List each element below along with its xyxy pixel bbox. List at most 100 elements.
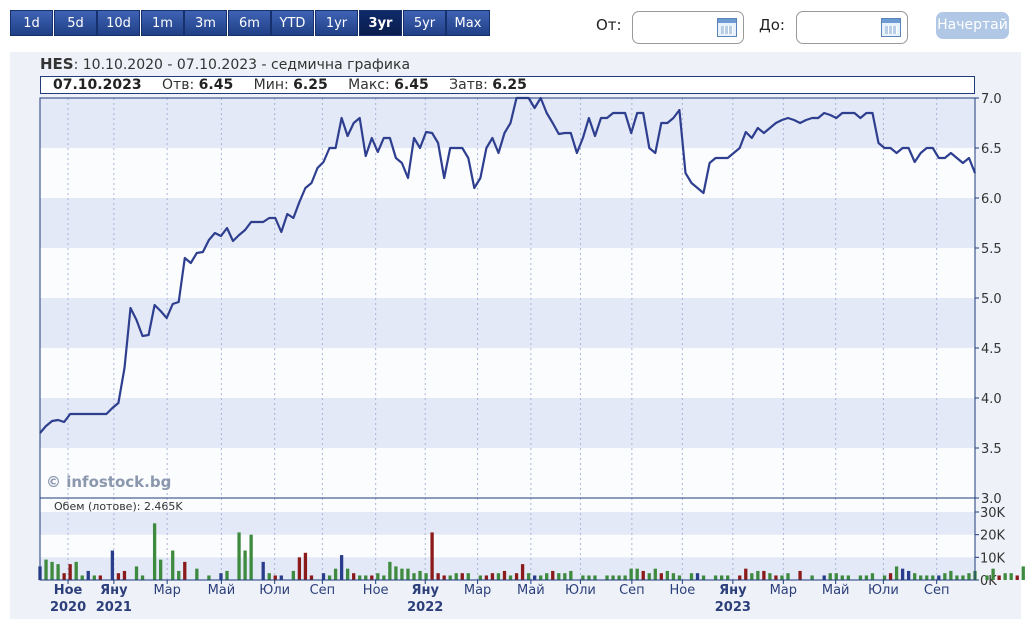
volume-bar bbox=[713, 575, 718, 580]
volume-bar bbox=[653, 568, 657, 580]
volume-bar bbox=[526, 573, 531, 580]
price-series-line bbox=[39, 96, 977, 434]
volume-bar bbox=[569, 570, 573, 580]
volume-tick-label: 30K bbox=[980, 506, 1006, 521]
volume-bar bbox=[744, 568, 748, 580]
x-tick-label: Юли bbox=[565, 583, 596, 598]
range-button-5yr[interactable]: 5yr bbox=[403, 10, 446, 36]
to-date-input[interactable] bbox=[796, 11, 908, 44]
volume-bar bbox=[249, 534, 253, 580]
grid-band bbox=[40, 298, 975, 348]
volume-bar bbox=[297, 557, 302, 580]
volume-bar bbox=[545, 573, 549, 580]
volume-bar bbox=[520, 564, 525, 580]
grid-band bbox=[40, 98, 975, 148]
volume-bar bbox=[762, 570, 766, 580]
range-button-6m[interactable]: 6m bbox=[228, 10, 271, 36]
volume-bar bbox=[635, 568, 639, 580]
x-tick-label: Май bbox=[517, 583, 545, 598]
volume-bar bbox=[786, 573, 790, 580]
x-tick-label: Сеп bbox=[310, 583, 336, 598]
volume-bar bbox=[587, 575, 591, 580]
volume-bar bbox=[955, 575, 959, 580]
range-button-5d[interactable]: 5d bbox=[54, 10, 97, 36]
x-year-label: 2021 bbox=[96, 600, 132, 615]
volume-bar bbox=[74, 561, 78, 580]
calendar-icon[interactable] bbox=[881, 18, 901, 37]
range-button-10d[interactable]: 10d bbox=[97, 10, 140, 36]
volume-bar bbox=[158, 559, 163, 580]
x-tick-label: Юли bbox=[259, 583, 290, 598]
volume-bar bbox=[171, 550, 175, 580]
volume-bar bbox=[870, 573, 875, 580]
draw-button[interactable]: Начертай bbox=[936, 12, 1009, 39]
grid-band bbox=[40, 398, 975, 448]
volume-bar bbox=[888, 573, 893, 580]
range-button-1m[interactable]: 1m bbox=[141, 10, 184, 36]
volume-bar bbox=[261, 561, 265, 580]
range-button-3yr[interactable]: 3yr bbox=[359, 10, 402, 36]
volume-bar bbox=[840, 575, 844, 580]
volume-bar bbox=[991, 568, 995, 580]
toolbar: 1d 5d 10d 1m 3m 6m YTD 1yr 3yr 5yr Max От: До: Нач… bbox=[0, 0, 1031, 50]
range-button-Max[interactable]: Max bbox=[446, 10, 490, 36]
volume-bar bbox=[539, 575, 543, 580]
volume-bar bbox=[279, 575, 283, 580]
volume-bar bbox=[900, 568, 905, 580]
volume-bar bbox=[822, 575, 826, 580]
x-year-label: 2020 bbox=[50, 600, 86, 615]
volume-bar bbox=[858, 575, 863, 580]
open-label: Отв: bbox=[162, 77, 195, 93]
from-label: От: bbox=[596, 16, 622, 34]
x-tick-label: Мар bbox=[464, 583, 491, 598]
open-value: 6.45 bbox=[198, 77, 234, 93]
volume-bar bbox=[219, 573, 223, 580]
volume-bar bbox=[86, 570, 90, 580]
volume-bar bbox=[961, 575, 965, 580]
volume-tick-label: 10K bbox=[980, 551, 1006, 566]
volume-bar bbox=[1009, 573, 1013, 580]
x-tick-label: Май bbox=[208, 583, 236, 598]
volume-bar bbox=[243, 550, 247, 580]
volume-bar bbox=[810, 575, 814, 580]
range-button-3m[interactable]: 3m bbox=[184, 10, 227, 36]
volume-bar bbox=[671, 573, 676, 580]
range-button-YTD[interactable]: YTD bbox=[271, 10, 314, 36]
to-label: До: bbox=[759, 16, 785, 34]
volume-bar bbox=[750, 573, 754, 580]
range-button-1d[interactable]: 1d bbox=[10, 10, 53, 36]
x-tick-label: Сеп bbox=[619, 583, 645, 598]
volume-bar bbox=[1015, 575, 1019, 580]
volume-bar bbox=[738, 575, 742, 580]
volume-bar bbox=[605, 575, 609, 580]
volume-bar bbox=[756, 570, 760, 580]
volume-bar bbox=[925, 575, 929, 580]
volume-bar bbox=[98, 575, 102, 580]
quote-bar: 07.10.2023 Отв: 6.45 Мин: 6.25 Макс: 6.4… bbox=[40, 76, 975, 94]
volume-bar bbox=[563, 573, 567, 580]
watermark: © infostock.bg bbox=[46, 473, 172, 491]
volume-bar bbox=[460, 573, 464, 580]
volume-bar bbox=[116, 573, 121, 580]
volume-grid-band bbox=[40, 512, 975, 535]
volume-bar bbox=[50, 561, 54, 580]
volume-bar bbox=[442, 575, 446, 580]
volume-bar bbox=[931, 575, 935, 580]
min-label: Мин: bbox=[253, 77, 289, 93]
volume-bar bbox=[557, 573, 561, 580]
y-tick-label: 3.0 bbox=[981, 492, 1002, 507]
calendar-icon[interactable] bbox=[717, 18, 737, 37]
volume-frame bbox=[39, 497, 976, 581]
range-button-1yr[interactable]: 1yr bbox=[315, 10, 358, 36]
volume-bar bbox=[352, 573, 356, 580]
volume-bar bbox=[997, 575, 1001, 580]
volume-bar bbox=[846, 575, 850, 580]
volume-bar bbox=[418, 570, 422, 580]
from-date-input[interactable] bbox=[632, 11, 744, 44]
volume-bar bbox=[719, 575, 724, 580]
volume-bar bbox=[80, 575, 84, 580]
volume-bar bbox=[400, 568, 404, 580]
volume-bar bbox=[339, 555, 344, 580]
volume-bar bbox=[949, 570, 953, 580]
